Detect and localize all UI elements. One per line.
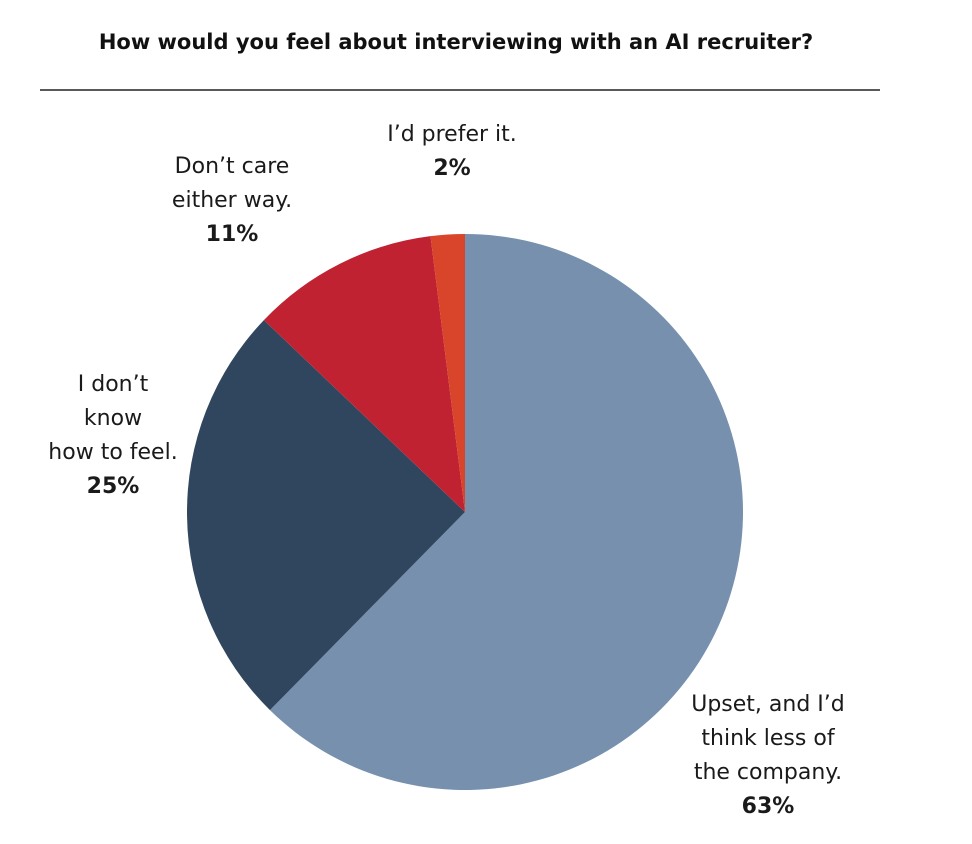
- category-label: Don’t care either way.: [171, 154, 293, 213]
- slice-label: I don’t know how to feel. 25%: [48, 368, 177, 504]
- value-label: 11%: [205, 222, 259, 247]
- category-label: Upset, and I’d think less of the company…: [691, 692, 845, 785]
- category-label: I don’t know how to feel.: [48, 372, 178, 465]
- pie-slice: [263, 236, 465, 512]
- slice-label: Upset, and I’d think less of the company…: [691, 688, 845, 824]
- value-label: 2%: [433, 156, 471, 181]
- value-label: 25%: [86, 474, 140, 499]
- slice-label: I’d prefer it. 2%: [387, 118, 517, 186]
- pie-slice: [186, 320, 465, 711]
- category-label: I’d prefer it.: [387, 122, 517, 147]
- value-label: 63%: [741, 794, 795, 819]
- chart-title: How would you feel about interviewing wi…: [98, 30, 814, 54]
- pie-slice: [269, 234, 744, 790]
- slice-label: Don’t care either way. 11%: [172, 150, 292, 252]
- pie-slice: [430, 234, 465, 512]
